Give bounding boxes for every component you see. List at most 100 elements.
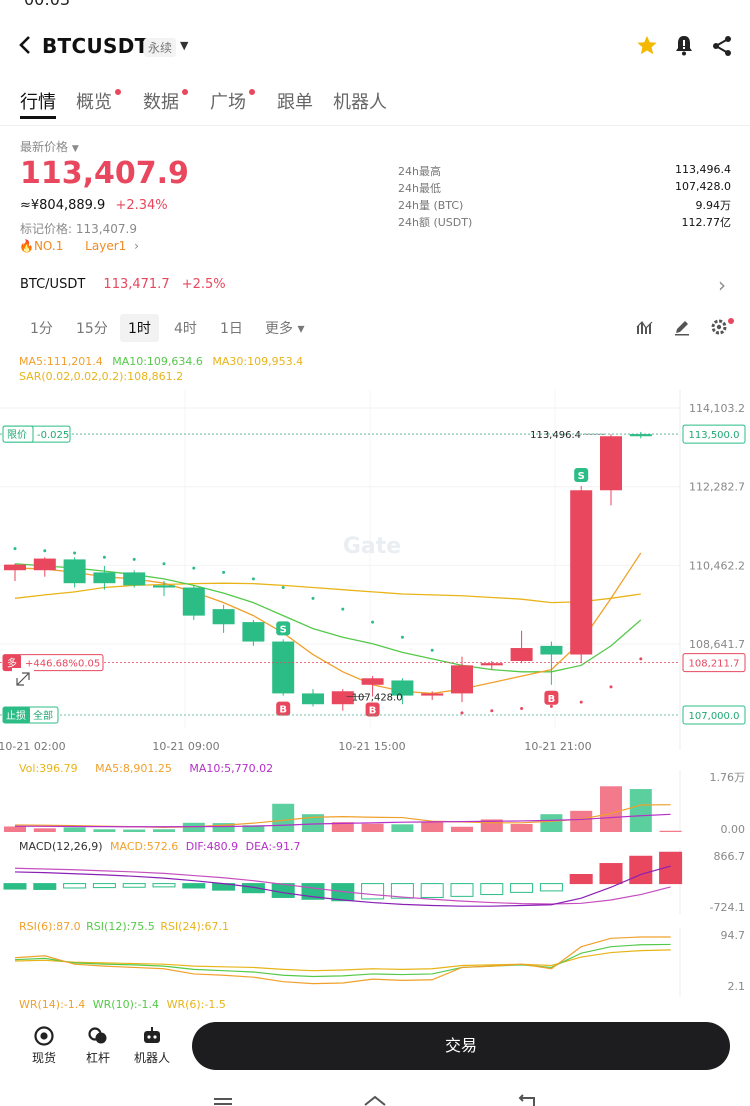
candle-body [33, 558, 56, 571]
back-button[interactable] [18, 34, 32, 62]
volume-bar [659, 830, 682, 832]
pair-title[interactable]: BTCUSDT [42, 34, 149, 58]
pair-dropdown-icon[interactable]: ▼ [180, 39, 189, 52]
divider [0, 125, 750, 126]
active-tab-indicator [20, 116, 56, 119]
price-cny-row: ≈¥804,889.9 +2.34% [20, 198, 168, 213]
tab-notification-dot [115, 89, 121, 95]
sar-dot [13, 547, 17, 551]
volume-bar [4, 826, 26, 832]
draw-tool-icon[interactable] [673, 318, 691, 336]
fullscreen-icon [12, 668, 34, 690]
sar-dot [430, 648, 434, 652]
indicator-icon[interactable] [636, 318, 654, 336]
timeframe-label: 1时 [128, 321, 151, 337]
tab-item[interactable]: 数据 [143, 92, 179, 113]
bot-shortcut[interactable]: 机器人 [122, 1026, 182, 1066]
candle-body [361, 678, 384, 685]
sar-dot [222, 570, 226, 574]
nav-back-icon[interactable] [516, 1094, 538, 1106]
rsi24-legend: RSI(24):67.1 [160, 920, 229, 933]
wr-legend: WR(14):-1.4 WR(10):-1.4 WR(6):-1.5 [19, 998, 226, 1011]
sar-dot [43, 549, 47, 553]
share-icon[interactable] [711, 35, 733, 57]
nav-home-icon[interactable] [363, 1094, 387, 1106]
long-tag-label: 多 [7, 657, 17, 670]
ma10-legend: MA10:109,634.6 [112, 355, 203, 368]
candle-body [4, 564, 26, 571]
volume-bar [63, 827, 86, 832]
stat-row: 24h量 (BTC) 9.94万 [398, 197, 731, 213]
tab-item[interactable]: 机器人 [333, 92, 387, 113]
sector-link[interactable]: Layer1 [85, 239, 127, 253]
sl-price-label: 107,000.0 [689, 711, 740, 722]
timeframe-option[interactable]: 1日 [220, 318, 243, 338]
nav-menu-icon[interactable] [212, 1096, 234, 1106]
sar-dot [102, 555, 106, 559]
rank-badge: NO.1 [33, 239, 64, 253]
sar-dot [490, 709, 494, 713]
settings-gear-icon[interactable] [710, 318, 728, 336]
time-axis-label: 10-21 21:00 [524, 740, 591, 753]
volume-bar [33, 828, 56, 832]
limit-price-box [682, 424, 746, 444]
price-axis-label: 114,103.2 [689, 402, 745, 415]
macd-bar [152, 883, 176, 888]
price-change: +2.34% [115, 198, 168, 213]
sar-dot [520, 707, 524, 711]
sell-signal-marker: S [276, 621, 291, 636]
candle-body [600, 436, 622, 491]
kline-chart[interactable]: 114,103.2 112,282.7 110,462.2 108,641.7 Gate… [0, 390, 750, 760]
timeframe-option[interactable]: 15分 [76, 318, 108, 338]
wr14-legend: WR(14):-1.4 [19, 998, 86, 1011]
macd-bar [539, 883, 563, 892]
sar-dot [251, 577, 255, 581]
macd-bar [510, 883, 534, 893]
chevron-right-icon: › [134, 239, 139, 253]
limit-tag-label-box [2, 425, 34, 443]
timeframe-option[interactable]: 1分 [30, 318, 53, 338]
timeframe-option[interactable]: 1时 [120, 314, 159, 342]
timeframe-label: 15分 [76, 321, 108, 337]
candle-body [510, 648, 533, 662]
tab-item[interactable]: 跟单 [277, 92, 313, 113]
status-bar: 00:03 [0, 0, 750, 10]
latest-price-label[interactable]: 最新价格 ▼ [20, 140, 79, 154]
signal-letter: S [578, 471, 585, 482]
sar-dot [371, 620, 375, 624]
timeframe-option[interactable]: 更多 ▾ [265, 318, 304, 338]
rsi-legend: RSI(6):87.0 RSI(12):75.5 RSI(24):67.1 [19, 920, 229, 933]
sell-signal-marker: S [574, 467, 589, 482]
spot-change: +2.5% [181, 277, 226, 292]
spot-shortcut[interactable]: 现货 [14, 1026, 74, 1066]
sar-dot [73, 551, 77, 555]
signal-letter: B [279, 705, 287, 716]
tab-notification-dot [249, 89, 255, 95]
star-icon[interactable] [636, 34, 658, 56]
margin-label: 杠杆 [85, 1051, 110, 1065]
tab-item[interactable]: 概览 [76, 92, 112, 113]
price-axis-label: 110,462.2 [689, 559, 745, 572]
sl-tag-scope: 全部 [33, 709, 53, 722]
spot-icon [34, 1026, 54, 1046]
spot-label: 现货 [31, 1051, 56, 1065]
trade-button[interactable]: 交易 [192, 1022, 730, 1070]
candle-body [63, 559, 86, 584]
timeframe-option[interactable]: 4时 [174, 318, 197, 338]
candle-body [302, 693, 324, 705]
high-price-label: 113,496.4 [530, 430, 581, 441]
macd-dif: DIF:480.9 [185, 840, 239, 853]
price-cny: ≈¥804,889.9 [20, 198, 106, 213]
ma-legend: MA5:111,201.4 MA10:109,634.6 MA30:109,95… [19, 355, 303, 368]
margin-shortcut[interactable]: 杠杆 [68, 1026, 128, 1066]
wr6-legend: WR(6):-1.5 [166, 998, 226, 1011]
volume-bar [182, 822, 205, 832]
price-axis-label: 108,641.7 [689, 638, 745, 651]
tab-item[interactable]: 行情 [20, 92, 56, 113]
spot-row[interactable]: BTC/USDT 113,471.7 +2.5% › [20, 273, 732, 297]
volume-bar [361, 823, 384, 832]
tab-item[interactable]: 广场 [210, 92, 246, 113]
price-alert-icon[interactable] [674, 34, 694, 56]
signal-letter: S [280, 624, 287, 635]
macd-bar [569, 873, 593, 885]
